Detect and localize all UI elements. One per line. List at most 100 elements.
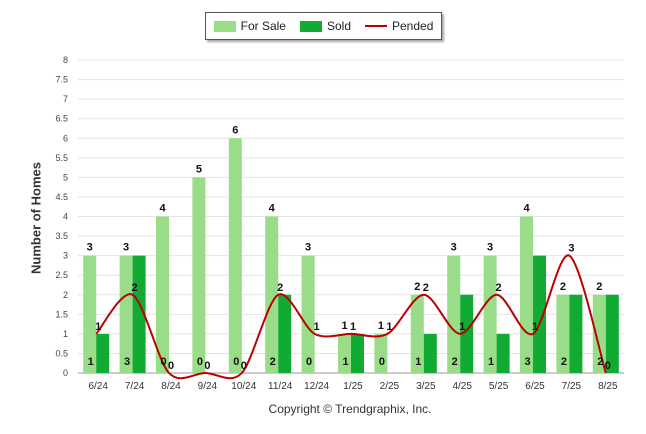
bar-sold: [460, 294, 474, 373]
data-label-pended: 1: [532, 321, 538, 333]
legend-item-sold: Sold: [299, 19, 351, 33]
data-label-sold: 2: [270, 356, 276, 368]
bar-for-sale: [192, 177, 206, 373]
data-label-pended: 1: [386, 321, 392, 333]
data-label-pended: 1: [459, 321, 465, 333]
bar-sold: [496, 333, 510, 373]
x-tick-label: 5/25: [489, 381, 509, 392]
bar-sold: [605, 294, 619, 373]
data-label-for-sale: 4: [523, 203, 530, 215]
x-tick-label: 3/25: [416, 381, 436, 392]
bar-for-sale: [410, 294, 424, 373]
data-label-pended: 3: [568, 243, 574, 255]
data-label-pended: 1: [95, 321, 101, 333]
x-tick-label: 6/25: [525, 381, 545, 392]
y-tick-label: 1.5: [55, 309, 68, 319]
data-label-sold: 0: [306, 356, 312, 368]
bar-sold: [278, 294, 292, 373]
data-label-sold: 3: [524, 356, 530, 368]
x-tick-label: 2/25: [380, 381, 400, 392]
data-label-pended: 1: [350, 321, 356, 333]
y-tick-label: 1: [63, 329, 68, 339]
x-tick-label: 6/24: [88, 381, 108, 392]
bar-for-sale: [520, 216, 533, 373]
y-tick-label: 8: [63, 55, 68, 65]
y-tick-label: 2: [63, 290, 68, 300]
data-label-pended: 2: [496, 282, 502, 294]
bar-for-sale: [83, 255, 97, 373]
data-label-sold: 1: [342, 356, 348, 368]
y-tick-label: 3.5: [55, 231, 68, 241]
data-label-sold: 0: [197, 356, 203, 368]
data-label-sold: 2: [597, 356, 603, 368]
legend-label-for-sale: For Sale: [240, 19, 286, 33]
data-label-sold: 2: [561, 356, 567, 368]
legend: For Sale Sold Pended: [205, 12, 442, 40]
data-label-for-sale: 3: [87, 242, 93, 254]
x-tick-label: 12/24: [304, 381, 329, 392]
bar-for-sale: [119, 255, 133, 373]
bar-sold: [132, 255, 146, 373]
bar-for-sale: [374, 333, 388, 373]
y-tick-label: 6: [63, 133, 68, 143]
data-label-for-sale: 2: [596, 281, 602, 293]
x-tick-label: 8/25: [598, 381, 618, 392]
data-label-sold: 0: [233, 356, 239, 368]
x-tick-label: 1/25: [343, 381, 363, 392]
x-tick-label: 4/25: [452, 381, 472, 392]
x-tick-label: 10/24: [231, 381, 256, 392]
x-tick-label: 7/25: [562, 381, 582, 392]
y-tick-label: 2.5: [55, 270, 68, 280]
data-label-for-sale: 6: [232, 124, 238, 136]
x-tick-label: 11/24: [268, 381, 293, 392]
y-tick-label: 5.5: [55, 153, 68, 163]
data-label-sold: 0: [379, 356, 385, 368]
data-label-pended: 1: [314, 321, 320, 333]
bar-for-sale: [483, 255, 497, 373]
data-label-for-sale: 4: [269, 203, 276, 215]
x-tick-label: 7/24: [125, 381, 145, 392]
data-label-sold: 1: [88, 356, 94, 368]
y-tick-label: 6.5: [55, 114, 68, 124]
data-label-sold: 1: [415, 356, 421, 368]
sold-swatch-icon: [299, 20, 322, 32]
y-tick-label: 3: [63, 251, 68, 261]
y-tick-label: 0.5: [55, 348, 68, 358]
pended-line-swatch-icon: [365, 25, 387, 27]
y-tick-label: 7: [63, 94, 68, 104]
data-label-pended: 2: [277, 282, 283, 294]
y-tick-label: 4.5: [55, 192, 68, 202]
bar-for-sale: [592, 294, 606, 373]
data-label-pended: 0: [605, 360, 611, 372]
data-label-for-sale: 3: [305, 242, 311, 254]
data-label-for-sale: 1: [341, 320, 347, 332]
data-label-sold: 3: [124, 356, 130, 368]
for-sale-swatch-icon: [213, 20, 236, 32]
bar-for-sale: [556, 294, 570, 373]
bar-sold: [533, 255, 546, 373]
data-label-for-sale: 2: [560, 281, 566, 293]
data-label-pended: 2: [132, 282, 138, 294]
data-label-for-sale: 2: [414, 281, 420, 293]
data-label-for-sale: 3: [487, 242, 493, 254]
data-label-for-sale: 4: [159, 203, 166, 215]
bar-sold: [569, 294, 583, 373]
data-label-for-sale: 1: [378, 320, 384, 332]
pended-line: [95, 254, 607, 380]
data-label-for-sale: 3: [451, 242, 457, 254]
bar-for-sale: [338, 333, 351, 373]
bar-sold: [423, 333, 437, 373]
y-tick-label: 7.5: [55, 75, 68, 85]
legend-item-for-sale: For Sale: [213, 19, 286, 33]
legend-label-pended: Pended: [392, 19, 434, 33]
bar-for-sale: [301, 255, 315, 373]
y-tick-label: 4: [63, 212, 68, 222]
data-label-sold: 0: [160, 356, 166, 368]
data-label-for-sale: 3: [123, 242, 129, 254]
legend-item-pended: Pended: [365, 19, 433, 33]
data-label-pended: 0: [241, 360, 247, 372]
bar-sold: [351, 333, 364, 373]
data-label-sold: 1: [488, 356, 494, 368]
